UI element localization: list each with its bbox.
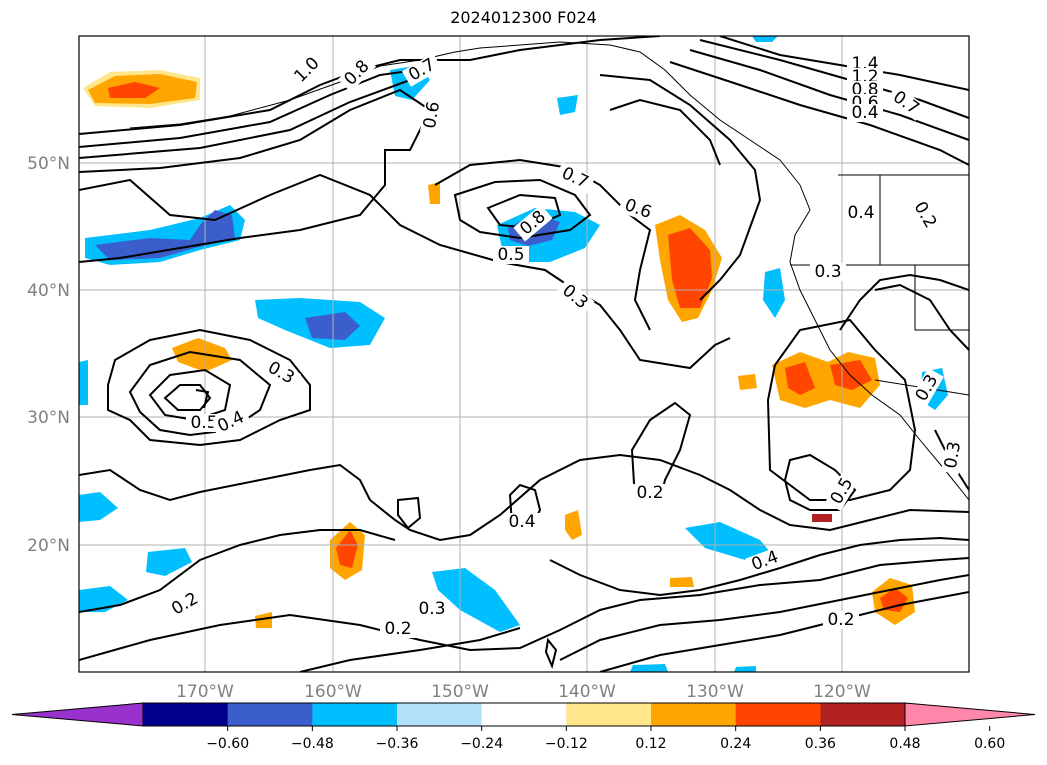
- contour-label: 0.4: [851, 103, 878, 123]
- contour-label-bg: [886, 85, 926, 121]
- contour-label: 0.3: [814, 262, 841, 282]
- lon-tick-130w: 130°W: [686, 682, 744, 702]
- contour-label-bg: [555, 278, 595, 316]
- colorbar-segment: [397, 703, 483, 726]
- contour-label: 0.4: [847, 203, 874, 223]
- colorbar-tick-label: 0.36: [805, 736, 836, 752]
- colorbar-tick-label: −0.12: [545, 736, 588, 752]
- colorbar-tick-label: −0.48: [291, 736, 334, 752]
- colorbar-segment: [143, 703, 229, 726]
- contour-label-bg: [186, 414, 222, 432]
- contour-label-bg: [210, 406, 252, 438]
- colorbar-segment: [227, 703, 313, 726]
- colorbar-extend-high: [904, 702, 1036, 727]
- colorbar: −0.60 −0.48 −0.36 −0.24 −0.12 0.12 0.24 0.36 0.4…: [11, 702, 1036, 752]
- contour-label-bg: [504, 513, 540, 531]
- contour-label-bg: [414, 600, 450, 618]
- contour-label-bg: [513, 204, 553, 242]
- lat-tick-50n: 50°N: [27, 154, 70, 174]
- contour-label-bg: [260, 356, 302, 390]
- contour-label-bg: [287, 50, 327, 90]
- contour-label: 0.3: [941, 440, 965, 470]
- contour-label-bg: [745, 546, 785, 576]
- colorbar-extend-low: [11, 702, 144, 727]
- colorbar-tick-label: 0.12: [635, 736, 666, 752]
- contour-label: 0.3: [418, 599, 445, 619]
- contour-label-bg: [810, 263, 846, 281]
- colorbar-segment: [820, 703, 906, 726]
- contour-label: 0.2: [384, 619, 411, 639]
- contour-label-bg: [847, 104, 883, 122]
- contour-label: 0.5: [497, 245, 524, 265]
- contour-labels: 1.41.20.80.60.4 0.71.0 0.8 0.70.60.70.60.80…: [164, 50, 965, 639]
- map-title: 2024012300 F024: [450, 8, 597, 27]
- lon-tick-140w: 140°W: [558, 682, 616, 702]
- colorbar-tick-label: 0.48: [889, 736, 920, 752]
- lon-tick-170w: 170°W: [176, 682, 234, 702]
- contour-label-bg: [632, 484, 668, 502]
- positive-shading: [83, 70, 915, 628]
- height-contours: [79, 36, 969, 672]
- colorbar-tick-label: −0.60: [206, 736, 249, 752]
- lon-tick-160w: 160°W: [304, 682, 362, 702]
- longitude-ticks: 170°W 160°W 150°W 140°W 130°W 120°W: [176, 682, 871, 702]
- contour-label-bg: [380, 620, 416, 638]
- colorbar-segment: [481, 703, 567, 726]
- contour-label-bg: [337, 53, 377, 93]
- contour-label-bg: [908, 194, 942, 236]
- colorbar-frame: [142, 702, 906, 727]
- contour-label-bg: [843, 204, 879, 222]
- colorbar-segment: [651, 703, 737, 726]
- contour-label-bg: [164, 587, 206, 621]
- contour-label-bg: [618, 194, 658, 224]
- plot-frame: [78, 35, 970, 673]
- contour-label-bg: [554, 162, 596, 194]
- lon-tick-150w: 150°W: [431, 682, 489, 702]
- contour-label: 0.5: [190, 413, 217, 433]
- lat-tick-40n: 40°N: [27, 281, 70, 301]
- colorbar-segment: [566, 703, 652, 726]
- contour-label: 0.6: [420, 100, 444, 130]
- lon-tick-120w: 120°W: [813, 682, 871, 702]
- contour-label-bg: [420, 95, 444, 135]
- contour-label-bg: [825, 470, 859, 512]
- contour-label: 0.2: [827, 610, 854, 630]
- contour-label-bg: [823, 611, 859, 629]
- contour-label: 0.2: [636, 483, 663, 503]
- latitude-ticks: 50°N 40°N 30°N 20°N: [27, 154, 70, 556]
- colorbar-tick-label: 0.24: [720, 736, 751, 752]
- colorbar-segment: [312, 703, 398, 726]
- colorbar-tick-label: −0.24: [460, 736, 503, 752]
- colorbar-segment: [735, 703, 821, 726]
- contour-label: 0.4: [508, 512, 535, 532]
- contour-label-bg: [401, 53, 443, 87]
- lat-tick-20n: 20°N: [27, 536, 70, 556]
- contour-label-bg: [493, 246, 529, 264]
- colorbar-tick-label: 0.60: [974, 736, 1005, 752]
- contour-label-bg: [910, 367, 944, 409]
- contour-label-bg: [941, 435, 965, 475]
- colorbar-tick-label: −0.36: [376, 736, 419, 752]
- lat-tick-30n: 30°N: [27, 408, 70, 428]
